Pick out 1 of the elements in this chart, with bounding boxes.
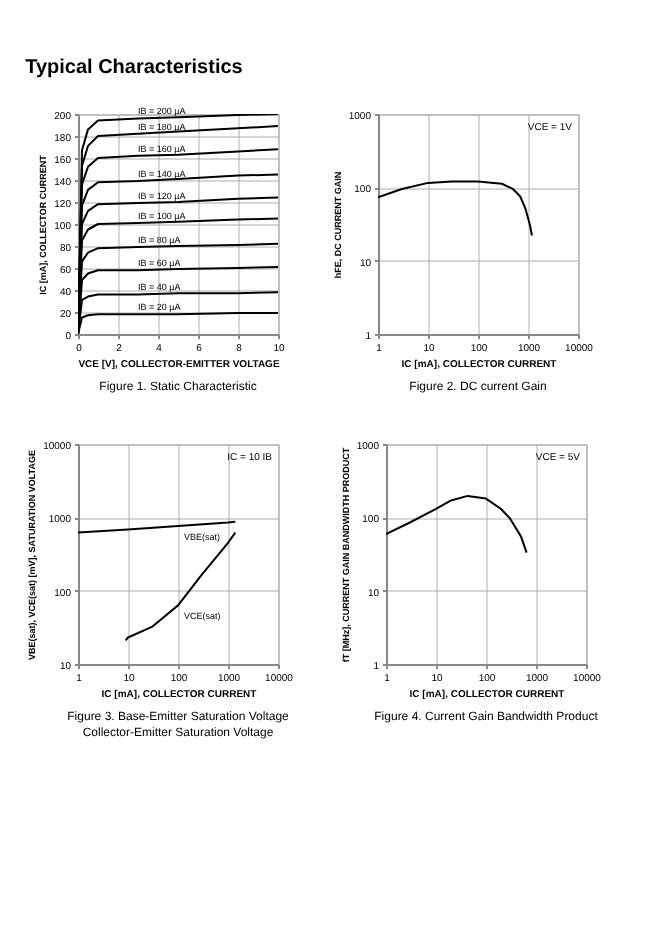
- text: Typical Characteristics: [25, 57, 244, 80]
